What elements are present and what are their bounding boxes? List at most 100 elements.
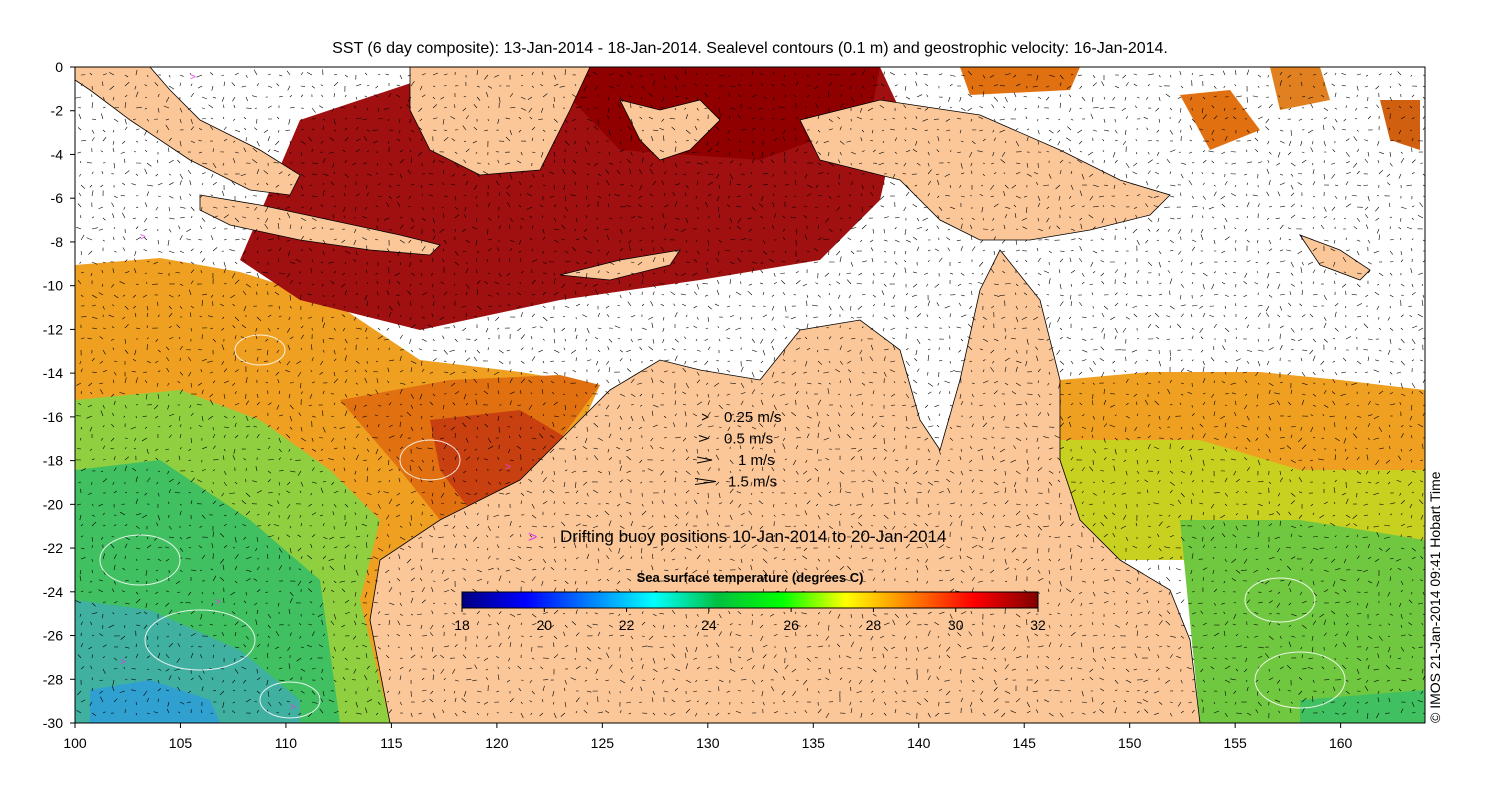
velocity-arrow xyxy=(539,204,544,208)
velocity-arrow xyxy=(223,267,227,274)
velocity-arrow xyxy=(1058,269,1061,274)
velocity-arrow xyxy=(913,379,918,384)
velocity-arrow xyxy=(1132,171,1138,175)
velocity-arrow xyxy=(473,369,478,373)
velocity-arrow xyxy=(903,206,907,211)
velocity-arrow xyxy=(507,304,511,307)
velocity-arrow xyxy=(1389,261,1394,263)
velocity-arrow xyxy=(967,323,973,329)
velocity-arrow xyxy=(275,140,280,146)
velocity-arrow xyxy=(98,292,104,296)
velocity-arrow xyxy=(498,215,500,219)
velocity-arrow xyxy=(179,389,183,395)
velocity-arrow xyxy=(210,235,214,241)
velocity-arrow xyxy=(648,93,654,98)
velocity-arrow xyxy=(410,393,414,399)
velocity-arrow xyxy=(1169,249,1174,252)
velocity-arrow xyxy=(284,206,291,210)
velocity-arrow xyxy=(146,360,151,364)
velocity-arrow xyxy=(749,84,753,87)
velocity-arrow xyxy=(520,96,526,100)
velocity-arrow xyxy=(1279,80,1282,87)
velocity-arrow xyxy=(795,228,798,235)
velocity-arrow xyxy=(936,149,940,153)
velocity-arrow xyxy=(232,118,236,121)
velocity-arrow xyxy=(1125,195,1129,197)
velocity-arrow xyxy=(78,192,82,197)
velocity-arrow xyxy=(454,162,459,168)
velocity-arrow xyxy=(399,382,406,385)
velocity-arrow xyxy=(869,172,874,175)
velocity-arrow xyxy=(1266,360,1270,366)
velocity-arrow xyxy=(234,279,240,285)
velocity-arrow xyxy=(850,226,857,230)
velocity-arrow xyxy=(1246,140,1252,142)
velocity-arrow xyxy=(828,128,833,131)
velocity-arrow xyxy=(1147,382,1152,385)
velocity-arrow xyxy=(278,74,283,77)
velocity-arrow xyxy=(146,191,150,197)
velocity-arrow xyxy=(232,325,236,329)
velocity-arrow xyxy=(1290,327,1295,333)
velocity-arrow xyxy=(421,316,425,319)
velocity-arrow xyxy=(662,327,665,332)
velocity-arrow xyxy=(663,74,666,80)
velocity-arrow xyxy=(256,237,259,241)
velocity-arrow xyxy=(263,129,269,133)
velocity-arrow xyxy=(1167,270,1171,274)
velocity-arrow xyxy=(1363,323,1369,329)
velocity-arrow xyxy=(201,389,204,395)
velocity-arrow xyxy=(751,327,754,330)
velocity-arrow xyxy=(407,74,412,77)
velocity-arrow xyxy=(971,316,976,321)
velocity-arrow xyxy=(1265,305,1270,312)
velocity-arrow xyxy=(1345,171,1352,175)
velocity-arrow xyxy=(881,290,885,296)
velocity-arrow xyxy=(571,246,577,252)
velocity-arrow xyxy=(79,161,82,164)
velocity-arrow xyxy=(959,393,962,399)
velocity-arrow xyxy=(1013,204,1017,208)
velocity-arrow xyxy=(659,127,665,131)
velocity-arrow xyxy=(495,180,500,186)
velocity-arrow xyxy=(1003,224,1006,230)
velocity-arrow xyxy=(641,327,647,330)
velocity-arrow xyxy=(475,151,478,155)
velocity-arrow xyxy=(949,272,954,275)
velocity-arrow xyxy=(311,173,317,175)
velocity-arrow xyxy=(1367,391,1370,395)
velocity-arrow xyxy=(1092,382,1095,385)
velocity-arrow xyxy=(1323,390,1327,395)
velocity-arrow xyxy=(894,216,900,219)
velocity-arrow xyxy=(738,140,742,143)
velocity-arrow xyxy=(714,303,720,307)
velocity-arrow xyxy=(716,258,720,263)
velocity-arrow xyxy=(408,205,412,208)
velocity-arrow xyxy=(549,195,555,198)
velocity-arrow xyxy=(1334,280,1336,285)
velocity-arrow xyxy=(850,305,852,311)
velocity-arrow xyxy=(307,136,313,142)
velocity-arrow xyxy=(967,336,973,340)
velocity-arrow xyxy=(1417,314,1424,318)
velocity-arrow xyxy=(1200,294,1204,297)
velocity-arrow xyxy=(1015,162,1021,164)
velocity-arrow xyxy=(1070,238,1076,241)
velocity-arrow xyxy=(553,96,556,102)
velocity-arrow xyxy=(245,96,248,102)
velocity-arrow xyxy=(1266,261,1270,265)
velocity-arrow xyxy=(322,239,326,245)
velocity-arrow xyxy=(1169,149,1176,153)
velocity-arrow xyxy=(465,180,469,186)
velocity-arrow xyxy=(322,390,325,395)
velocity-arrow xyxy=(465,349,467,353)
velocity-arrow xyxy=(718,74,725,77)
velocity-arrow xyxy=(889,181,896,186)
velocity-arrow xyxy=(102,81,104,87)
velocity-arrow xyxy=(1179,294,1182,300)
velocity-arrow xyxy=(340,106,346,109)
velocity-arrow xyxy=(674,107,676,111)
velocity-arrow xyxy=(914,194,918,197)
velocity-arrow xyxy=(1004,335,1007,340)
velocity-arrow xyxy=(685,161,691,164)
